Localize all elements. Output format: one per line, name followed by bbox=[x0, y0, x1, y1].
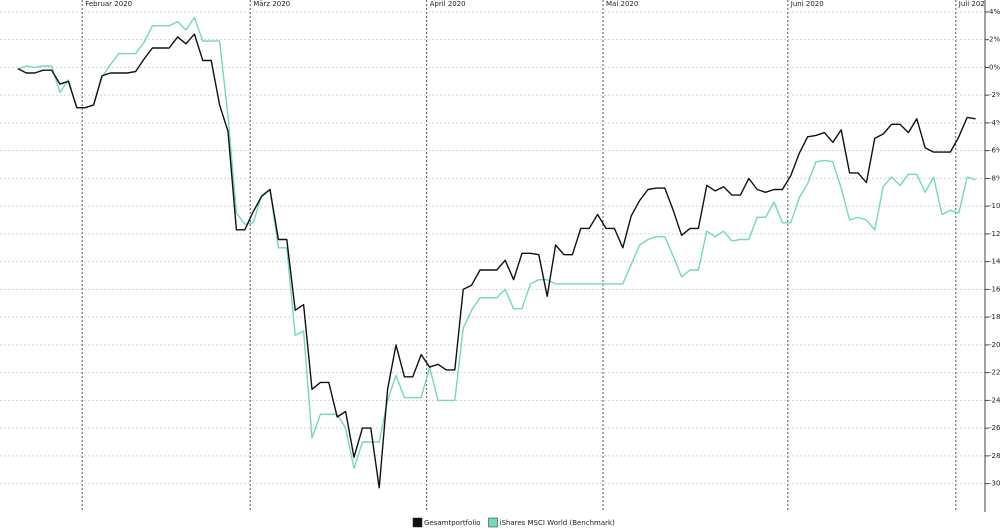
y-tick-label: -6% bbox=[989, 147, 1000, 155]
y-tick-label: -14% bbox=[989, 258, 1000, 266]
y-tick-label: 4% bbox=[989, 8, 1000, 16]
y-tick-label: -12% bbox=[989, 230, 1000, 238]
x-tick-label: Juni 2020 bbox=[790, 0, 824, 8]
y-tick-label: -24% bbox=[989, 396, 1000, 404]
y-tick-label: -18% bbox=[989, 313, 1000, 321]
y-tick-label: 0% bbox=[989, 63, 1000, 71]
x-tick-label: Mai 2020 bbox=[606, 0, 638, 8]
y-tick-label: -8% bbox=[989, 174, 1000, 182]
legend-swatch bbox=[488, 517, 498, 528]
grid: Februar 2020 März 2020 April 2020 Mai 2020 J… bbox=[0, 0, 989, 512]
series-line bbox=[17, 16, 976, 470]
x-tick-label: März 2020 bbox=[253, 0, 290, 8]
x-tick-label: April 2020 bbox=[430, 0, 466, 8]
x-axis: Februar 2020 März 2020 April 2020 Mai 2020 J… bbox=[81, 0, 989, 512]
legend-swatch bbox=[412, 517, 423, 528]
y-axis: 4% 2% 0% -2% -4% -6% -8% -10% -12% -14% -16% -18% -2… bbox=[984, 0, 1000, 512]
y-tick-label: -10% bbox=[989, 202, 1000, 210]
y-tick-label: -26% bbox=[989, 424, 1000, 432]
x-tick-label: Juli 2020 bbox=[958, 0, 989, 8]
legend: Gesamtportfolio iShares MSCI World (Bench… bbox=[412, 517, 616, 528]
legend-label: Gesamtportfolio bbox=[424, 519, 481, 527]
y-tick-label: -20% bbox=[989, 341, 1000, 349]
legend-label: iShares MSCI World (Benchmark) bbox=[500, 519, 616, 527]
y-tick-label: -30% bbox=[989, 480, 1000, 488]
y-tick-label: -28% bbox=[989, 452, 1000, 460]
y-tick-label: -4% bbox=[989, 119, 1000, 127]
y-tick-label: -2% bbox=[989, 91, 1000, 99]
x-tick-label: Februar 2020 bbox=[85, 0, 132, 8]
series-line bbox=[17, 33, 976, 489]
plot bbox=[17, 16, 976, 489]
y-tick-label: -22% bbox=[989, 369, 1000, 377]
y-tick-label: -16% bbox=[989, 285, 1000, 293]
y-tick-label: 2% bbox=[989, 36, 1000, 44]
